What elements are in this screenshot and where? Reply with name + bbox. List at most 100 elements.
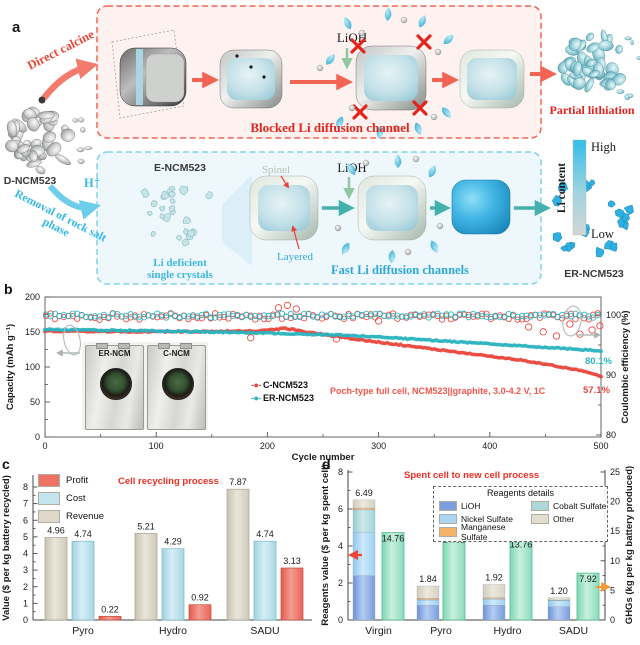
cycle-axis-title: Cycle number: [292, 452, 355, 463]
data-series: [42, 301, 604, 379]
category-label: Virgin: [365, 625, 392, 637]
partial-lithiation-label: Partial lithiation: [550, 103, 635, 117]
bar-value-label: 4.74: [74, 529, 92, 539]
d-ncm523-label: D-NCM523: [4, 175, 57, 187]
capacity-axis-title: Capacity (mAh g⁻¹): [5, 324, 16, 410]
category-label: Pyro: [430, 625, 452, 637]
svg-text:0: 0: [23, 615, 28, 625]
bar-value-label: 5.21: [137, 521, 155, 531]
revenue-swatch: [38, 509, 60, 523]
svg-text:3: 3: [23, 565, 28, 575]
profit-swatch: [38, 473, 60, 487]
category-label: Hydro: [493, 625, 521, 637]
bar-profit-sadu: [280, 567, 304, 621]
svg-text:500: 500: [593, 441, 608, 451]
bar-value-label: 4.96: [47, 526, 65, 536]
segment-nickel-sulfate-virgin: [352, 531, 376, 576]
segment-nickel-sulfate-hydro: [482, 599, 506, 606]
panel-d-legend: Reagents details LiOH Nickel Sulfate Man…: [433, 486, 608, 542]
bar-value-label: 0.22: [101, 604, 119, 614]
pouch-terminal: [158, 343, 170, 349]
segment-manganese-sulfate-virgin: [352, 507, 376, 511]
bar-profit-pyro: [98, 615, 122, 621]
stack-total-label: 1.92: [485, 573, 503, 583]
segment-lioh-hydro: [482, 605, 506, 621]
spinel-arrow: [280, 175, 289, 189]
legend-label: Profit: [66, 474, 89, 486]
series-marker-icon: -●-: [251, 379, 261, 390]
bar-revenue-pyro: [44, 537, 68, 621]
panel-d-chart: 0 2 4 6 8 0 5 10 15 20 25 Virgin Pyro Hydro SADU 6.49 1…: [320, 464, 635, 637]
crystal-spinel-layered: [249, 175, 319, 241]
svg-text:200: 200: [25, 292, 40, 302]
segment-other-sadu: [547, 597, 571, 601]
d-ncm523-particle: [5, 106, 93, 175]
svg-text:1: 1: [23, 598, 28, 608]
colorbar-high-label: High: [591, 140, 617, 154]
segment-lioh-virgin: [352, 575, 376, 621]
category-label: SADU: [250, 625, 279, 637]
legend-item: Nickel Sulfate: [439, 512, 531, 525]
svg-text:4: 4: [338, 541, 343, 551]
bar-profit-hydro: [188, 604, 212, 621]
bar-value-label: 4.29: [164, 537, 182, 547]
li-deficient-label-1: Li deficient: [153, 257, 207, 269]
spinel-label: Spinel: [262, 164, 290, 176]
pouch-terminal: [118, 343, 130, 349]
fast-path-box: [96, 151, 542, 285]
legend-item: -●- ER-NCM523: [251, 391, 314, 404]
ghg-value-label: 14.76: [382, 534, 405, 544]
svg-text:80: 80: [606, 430, 616, 440]
blocked-x-marks: [350, 34, 432, 120]
panel-a-label: a: [12, 19, 21, 36]
bar-ghg-sadu: [576, 572, 600, 621]
legend-label: Other: [553, 513, 575, 524]
particle-fragment: [38, 96, 46, 104]
e-ncm523-label: E-NCM523: [154, 162, 206, 174]
bar-ghg-pyro: [442, 533, 466, 621]
cost-swatch: [38, 491, 60, 505]
stack-total-label: 6.49: [355, 488, 373, 498]
legend-label: LiOH: [461, 500, 481, 511]
stack-total-label: 1.84: [419, 574, 437, 584]
legend-item: Cost: [38, 489, 104, 507]
bar-ghg-hydro: [509, 538, 533, 621]
bar-cost-sadu: [253, 540, 277, 621]
svg-text:300: 300: [371, 441, 386, 451]
panel-b-chart: 0 100 200 300 400 500 0 50 100 150 200 80 90 100 Capa…: [5, 292, 631, 463]
panel-d-title: Spent cell to new cell process: [404, 470, 540, 481]
svg-text:5: 5: [23, 532, 28, 542]
legend-item: Cobalt Sulfate: [531, 499, 606, 512]
segment-other-hydro: [482, 584, 506, 598]
value-axis-title: Value ($ per kg battery recycled): [1, 475, 12, 621]
ghg-value-label: 7.92: [579, 574, 597, 584]
bar-value-label: 3.13: [283, 556, 301, 566]
svg-text:50: 50: [30, 397, 40, 407]
svg-text:8: 8: [338, 467, 343, 477]
series-marker-icon: -●-: [251, 392, 261, 403]
legend-item: Other: [531, 512, 606, 525]
legend-label: Cobalt Sulfate: [553, 500, 607, 511]
legend-item: -●- C-NCM523: [251, 378, 314, 391]
pouch-logo: [99, 368, 132, 400]
svg-text:2: 2: [23, 582, 28, 592]
svg-text:20: 20: [610, 497, 620, 507]
category-label: SADU: [559, 625, 588, 637]
crystal-sliced: [111, 29, 187, 119]
direct-calcine-arrow: [41, 58, 99, 101]
svg-text:6: 6: [23, 515, 28, 525]
er-ncm523-label: ER-NCM523: [564, 268, 624, 280]
legend-item: Revenue: [38, 507, 104, 525]
pouch-cell-er-ncm: ER-NCM: [85, 343, 144, 430]
svg-text:0: 0: [35, 432, 40, 442]
svg-text:7: 7: [23, 499, 28, 509]
legend-label: Revenue: [66, 510, 105, 522]
axis-callout-right: [562, 305, 602, 339]
other-swatch: [531, 513, 549, 524]
legend-label: ER-NCM523: [262, 392, 314, 403]
svg-text:4: 4: [23, 549, 28, 559]
ghg-value-label: 13.76: [510, 540, 533, 550]
bar-value-label: 0.92: [191, 593, 209, 603]
